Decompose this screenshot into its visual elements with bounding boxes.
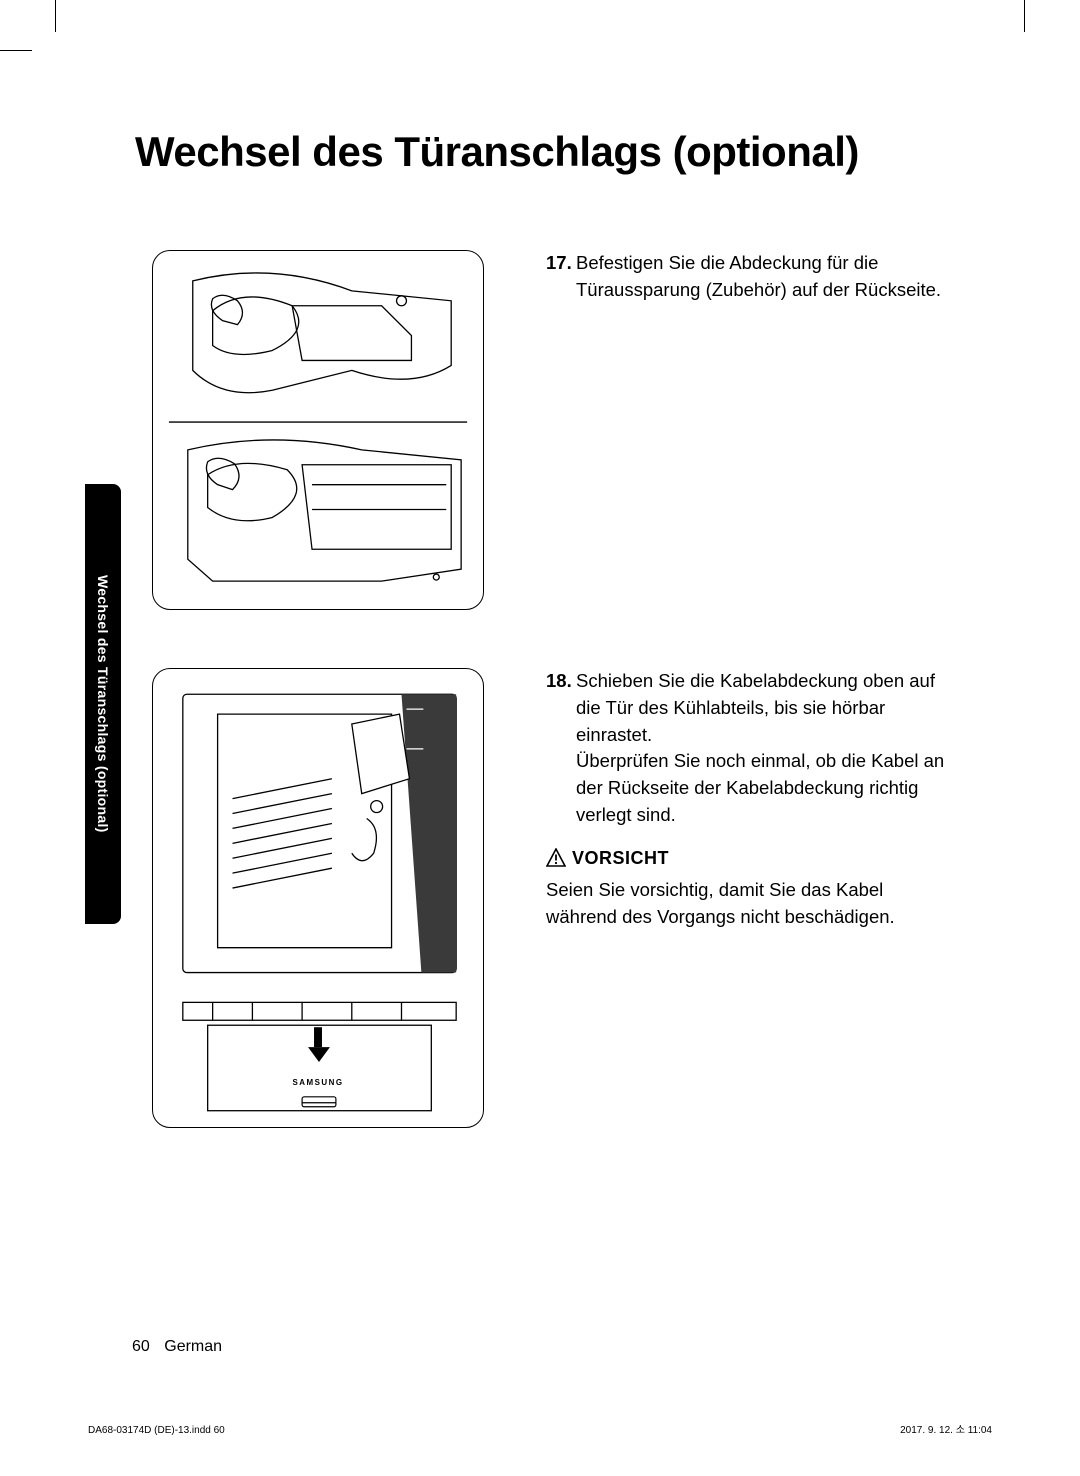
caution-label: VORSICHT [572,845,669,871]
step-body: Befestigen Sie die Abdeckung für die Tür… [576,250,946,304]
section-tab: Wechsel des Türanschlags (optional) [85,484,121,924]
crop-mark [1024,0,1025,32]
caution-heading: VORSICHT [546,845,946,871]
step-body-line: Schieben Sie die Kabelabdeckung oben auf… [576,670,935,745]
brand-logo: SAMSUNG [292,1078,343,1087]
step-number: 17. [546,250,576,304]
step-18-text: 18. Schieben Sie die Kabelabdeckung oben… [546,668,946,931]
manual-page: Wechsel des Türanschlags (optional) Wech… [0,0,1080,1476]
page-footer: 60 German [132,1338,222,1356]
step-body-line: Überprüfen Sie noch einmal, ob die Kabel… [576,750,944,825]
warning-icon [546,848,566,868]
print-datetime: 2017. 9. 12. 소 11:04 [900,1421,992,1436]
crop-mark [55,0,56,32]
illustration-step-18: SAMSUNG [152,668,484,1128]
step-17-text: 17. Befestigen Sie die Abdeckung für die… [546,250,946,304]
illustration-step-17 [152,250,484,610]
language-label: German [164,1338,222,1355]
page-number: 60 [132,1338,150,1356]
step-number: 18. [546,668,576,829]
diagram-cover-attach [153,251,483,609]
diagram-cable-cover: SAMSUNG [153,669,483,1127]
step-body: Schieben Sie die Kabelabdeckung oben auf… [576,668,946,829]
print-file-info: DA68-03174D (DE)-13.indd 60 [88,1425,225,1436]
caution-text: Seien Sie vorsichtig, damit Sie das Kabe… [546,877,946,931]
page-title: Wechsel des Türanschlags (optional) [135,128,859,176]
crop-mark [0,50,32,51]
section-tab-label: Wechsel des Türanschlags (optional) [95,575,111,833]
